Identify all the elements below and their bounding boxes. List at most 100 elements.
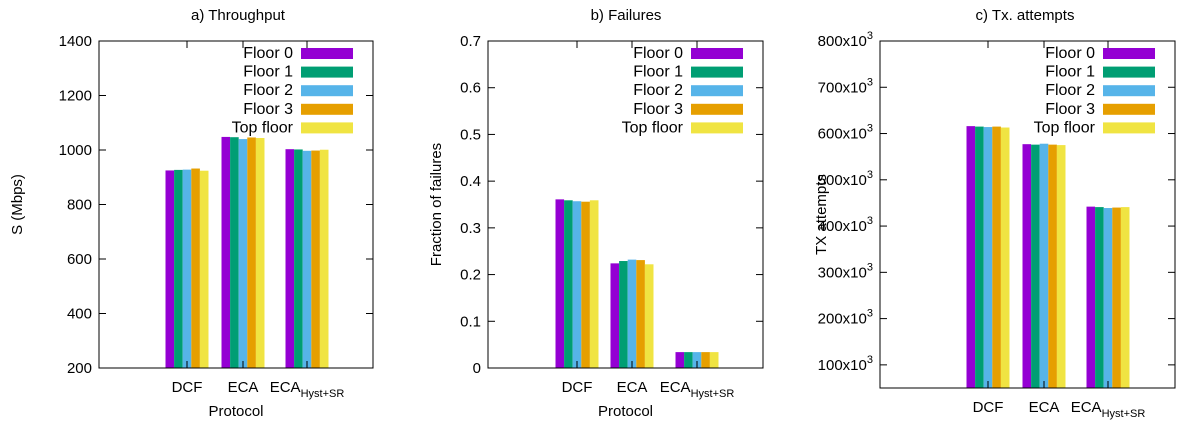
x-axis-label: Protocol: [598, 403, 653, 420]
bar-0-4: [589, 200, 599, 368]
legend-label: Floor 1: [243, 64, 293, 81]
y-tick-label: 800: [67, 197, 92, 214]
legend-label: Floor 3: [633, 101, 683, 118]
y-tick-label: 1000: [59, 142, 92, 159]
bar-0-2: [572, 201, 582, 368]
legend-label: Floor 0: [1045, 45, 1095, 62]
legend-swatch: [1103, 48, 1155, 59]
bar-1-4: [1056, 145, 1066, 388]
bar-2-3: [311, 150, 320, 368]
bar-2-3: [701, 352, 710, 368]
bar-0-3: [191, 168, 200, 368]
bar-1-4: [255, 138, 265, 368]
y-tick-label: 0.6: [460, 80, 481, 97]
bar-2-1: [1095, 207, 1104, 388]
bar-0-0: [966, 126, 976, 388]
legend-swatch: [1103, 66, 1155, 78]
x-tick-label: DCF: [172, 379, 203, 396]
x-axis-label: Protocol: [1000, 423, 1055, 425]
x-tick-label: ECAHyst+SR: [660, 379, 735, 400]
chart-panel-2: c) Tx. attempts TX attempts Protocol 100x10…: [813, 7, 1176, 425]
legend-label: Floor 3: [243, 101, 293, 118]
bar-2-4: [1120, 207, 1130, 388]
bar-1-1: [230, 137, 239, 368]
bar-0-2: [983, 127, 993, 388]
legend-label: Floor 3: [1045, 101, 1095, 118]
legend-swatch: [301, 103, 353, 115]
y-axis-label: S (Mbps): [9, 174, 26, 235]
legend-swatch: [1103, 85, 1155, 97]
legend-label: Floor 0: [633, 45, 683, 62]
chart-title: b) Failures: [591, 7, 662, 24]
bar-2-2: [302, 150, 312, 368]
bar-2-3: [1112, 207, 1121, 388]
y-tick-label: 400: [67, 306, 92, 323]
legend-label: Top floor: [232, 119, 294, 136]
legend-swatch: [301, 66, 353, 78]
bar-2-2: [1103, 208, 1113, 388]
bar-2-0: [285, 149, 295, 368]
y-tick-label: 0.1: [460, 313, 481, 330]
legend-label: Floor 2: [1045, 82, 1095, 99]
y-tick-label: 600: [67, 251, 92, 268]
bar-0-4: [1000, 127, 1010, 388]
legend-swatch: [1103, 103, 1155, 115]
legend-label: Floor 0: [243, 45, 293, 62]
bar-2-1: [294, 149, 303, 368]
bar-0-1: [975, 126, 984, 389]
legend-label: Floor 1: [1045, 64, 1095, 81]
bar-2-1: [684, 352, 693, 368]
legend-swatch: [691, 103, 743, 115]
chart-panel-0: a) Throughput S (Mbps) Protocol 200 400 600 80…: [9, 7, 374, 420]
bar-1-2: [1039, 143, 1049, 388]
x-tick-label: ECAHyst+SR: [1071, 399, 1146, 420]
y-tick-label: 400x103: [818, 215, 873, 235]
y-tick-label: 0.4: [460, 173, 481, 190]
y-tick-label: 1200: [59, 88, 92, 105]
legend-label: Floor 1: [633, 64, 683, 81]
legend-label: Top floor: [1034, 119, 1096, 136]
bar-1-3: [247, 137, 256, 368]
x-tick-label: ECA: [1029, 399, 1060, 416]
y-tick-label: 800x103: [818, 30, 873, 50]
bar-1-2: [238, 139, 248, 368]
chart-title: a) Throughput: [191, 7, 286, 24]
y-tick-label: 0.2: [460, 267, 481, 284]
bar-1-3: [1048, 144, 1057, 388]
bar-0-2: [182, 169, 192, 368]
y-tick-label: 200: [67, 360, 92, 377]
y-tick-label: 0.5: [460, 126, 481, 143]
legend-swatch: [691, 66, 743, 78]
y-tick-label: 700x103: [818, 76, 873, 96]
legend-swatch: [691, 122, 743, 134]
y-tick-label: 200x103: [818, 308, 873, 328]
bar-2-0: [1086, 206, 1096, 388]
y-tick-label: 100x103: [818, 354, 873, 374]
bar-1-0: [221, 136, 231, 368]
bar-1-0: [1022, 144, 1032, 388]
y-tick-label: 600x103: [818, 123, 873, 143]
x-tick-label: ECAHyst+SR: [270, 379, 345, 400]
bar-0-0: [165, 170, 175, 368]
y-tick-label: 0: [473, 360, 481, 377]
x-axis-label: Protocol: [208, 403, 263, 420]
legend-swatch: [1103, 122, 1155, 134]
bar-0-3: [992, 126, 1001, 389]
bar-2-2: [692, 352, 702, 368]
bar-0-1: [174, 169, 183, 368]
bar-0-0: [555, 199, 565, 368]
legend-swatch: [691, 48, 743, 59]
chart-title: c) Tx. attempts: [976, 7, 1075, 24]
y-tick-label: 500x103: [818, 169, 873, 189]
bar-0-3: [581, 201, 590, 368]
bar-1-3: [636, 260, 645, 368]
bar-1-4: [644, 264, 654, 368]
bar-2-4: [709, 352, 719, 368]
bar-0-1: [564, 200, 573, 368]
legend-swatch: [301, 48, 353, 59]
y-axis-label: TX attempts: [813, 174, 830, 255]
y-tick-label: 300x103: [818, 261, 873, 281]
y-axis-label: Fraction of failures: [428, 143, 445, 266]
bar-2-0: [675, 352, 685, 368]
